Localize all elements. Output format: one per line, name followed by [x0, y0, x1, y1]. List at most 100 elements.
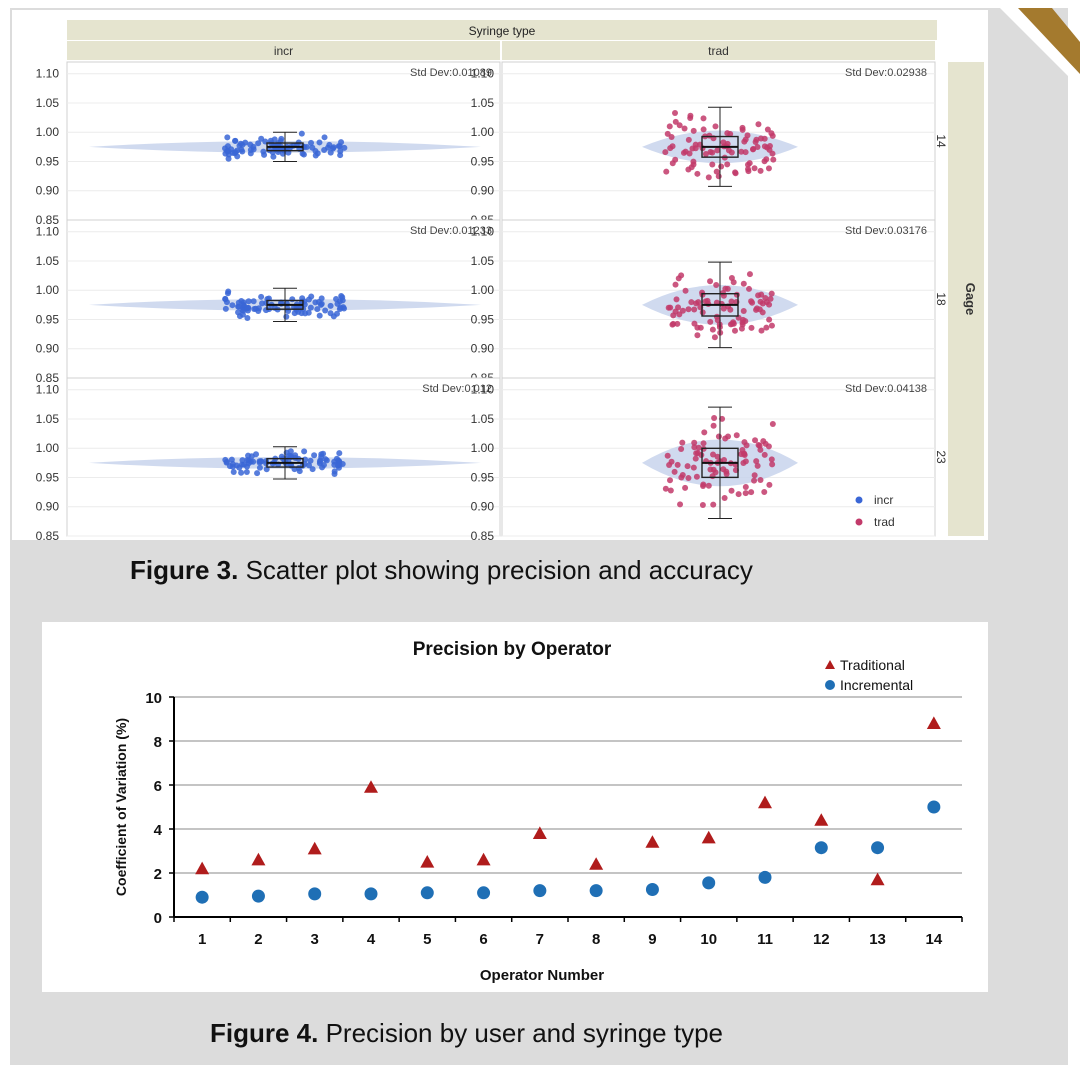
data-point-incr: [240, 307, 247, 314]
y-tick-label: 1.05: [471, 96, 495, 110]
data-point-incr: [336, 298, 343, 305]
data-point-trad: [695, 444, 702, 451]
data-point-incr: [239, 148, 246, 155]
data-point-trad: [685, 306, 692, 313]
data-point-incr: [316, 458, 323, 465]
legend-label-incr: incr: [874, 493, 893, 507]
data-point-trad: [733, 432, 740, 439]
y-tick-label: 1.00: [36, 125, 60, 139]
data-point-incr: [255, 140, 262, 147]
data-point-trad: [727, 321, 734, 328]
data-point-trad: [752, 437, 759, 444]
data-point-trad: [690, 464, 697, 471]
data-point-trad: [733, 291, 740, 298]
legend-marker-trad: [855, 518, 863, 526]
y-tick-label: 0: [154, 910, 162, 927]
data-point-trad: [669, 160, 676, 167]
syringe-type-header-label: Syringe type: [469, 24, 536, 38]
data-point-trad: [707, 278, 714, 285]
data-point-trad: [766, 481, 773, 488]
data-point-trad: [682, 484, 689, 491]
x-tick-label: 10: [700, 931, 717, 948]
x-tick-label: 14: [926, 931, 943, 948]
data-point-incr: [224, 290, 231, 297]
x-tick-label: 4: [367, 931, 376, 948]
y-tick-label: 1.10: [471, 383, 495, 397]
data-point-trad: [727, 131, 734, 138]
data-point-trad: [714, 453, 721, 460]
data-point-trad: [710, 501, 717, 508]
data-point-traditional: [758, 795, 772, 809]
data-point-incr: [335, 143, 342, 150]
y-tick-label: 0.95: [36, 154, 60, 168]
x-tick-label: 2: [254, 931, 262, 948]
data-point-trad: [761, 143, 768, 150]
legend-marker-incremental: [825, 680, 835, 690]
gage-row-label-14: 14: [934, 134, 948, 148]
y-tick-label: 0.95: [471, 312, 495, 326]
data-point-incr: [244, 314, 251, 321]
data-point-incr: [309, 144, 316, 151]
column-strip-incr: [67, 41, 500, 60]
data-point-trad: [765, 165, 772, 172]
column-label-trad: trad: [708, 44, 729, 58]
gage-row-label-18: 18: [934, 292, 948, 306]
data-point-incr: [229, 302, 236, 309]
data-point-incremental: [589, 884, 603, 898]
data-point-incr: [263, 307, 270, 314]
data-point-incr: [236, 464, 243, 471]
data-point-trad: [728, 298, 735, 305]
data-point-incr: [243, 469, 250, 476]
legend-label-trad: trad: [874, 515, 895, 529]
y-tick-label: 1.05: [471, 254, 495, 268]
y-tick-label: 0.90: [36, 500, 60, 514]
data-point-trad: [691, 444, 698, 451]
data-point-incr: [222, 296, 229, 303]
data-point-trad: [699, 501, 706, 508]
data-point-traditional: [195, 861, 210, 875]
data-point-traditional: [476, 852, 491, 866]
data-point-trad: [769, 461, 776, 468]
y-tick-label: 1.00: [471, 125, 495, 139]
data-point-incr: [230, 468, 237, 475]
y-tick-label: 1.10: [36, 67, 60, 81]
data-point-incr: [237, 140, 244, 147]
data-point-incr: [307, 457, 314, 464]
data-point-trad: [743, 442, 750, 449]
std-dev-label: Std Dev:0.02938: [845, 67, 927, 79]
y-tick-label: 0.85: [471, 529, 495, 540]
chart-title: Precision by Operator: [413, 639, 612, 660]
data-point-incr: [256, 464, 263, 471]
data-point-incr: [307, 304, 314, 311]
data-point-incr: [303, 143, 310, 150]
y-tick-label: 1.10: [36, 225, 60, 239]
data-point-incr: [283, 313, 290, 320]
data-point-trad: [748, 324, 755, 331]
data-point-trad: [709, 326, 716, 333]
data-point-incremental: [420, 886, 434, 900]
data-point-incr: [258, 135, 265, 142]
data-point-trad: [739, 446, 746, 453]
data-point-incr: [308, 293, 315, 300]
data-point-trad: [755, 441, 762, 448]
data-point-trad: [715, 433, 722, 440]
data-point-incr: [308, 139, 315, 146]
data-point-trad: [740, 308, 747, 315]
data-point-trad: [694, 324, 701, 331]
data-point-trad: [662, 149, 669, 156]
data-point-incr: [321, 134, 328, 141]
data-point-trad: [682, 148, 689, 155]
x-tick-label: 7: [536, 931, 544, 948]
data-point-trad: [739, 126, 746, 133]
data-point-incr: [323, 457, 330, 464]
data-point-incr: [316, 139, 323, 146]
std-dev-label: Std Dev:0.04138: [845, 383, 927, 395]
y-tick-label: 6: [154, 778, 162, 795]
data-point-trad: [674, 461, 681, 468]
std-dev-label: Std Dev:0.01089: [410, 67, 492, 79]
data-point-trad: [702, 150, 709, 157]
data-point-trad: [668, 133, 675, 140]
x-tick-label: 8: [592, 931, 600, 948]
data-point-incr: [258, 458, 265, 465]
data-point-trad: [710, 466, 717, 473]
